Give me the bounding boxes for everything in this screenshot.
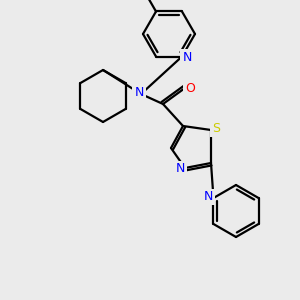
Text: N: N bbox=[182, 51, 192, 64]
Text: O: O bbox=[185, 82, 195, 94]
Text: N: N bbox=[175, 163, 185, 176]
Text: N: N bbox=[134, 86, 144, 100]
Text: S: S bbox=[212, 122, 220, 136]
Text: N: N bbox=[204, 190, 213, 203]
